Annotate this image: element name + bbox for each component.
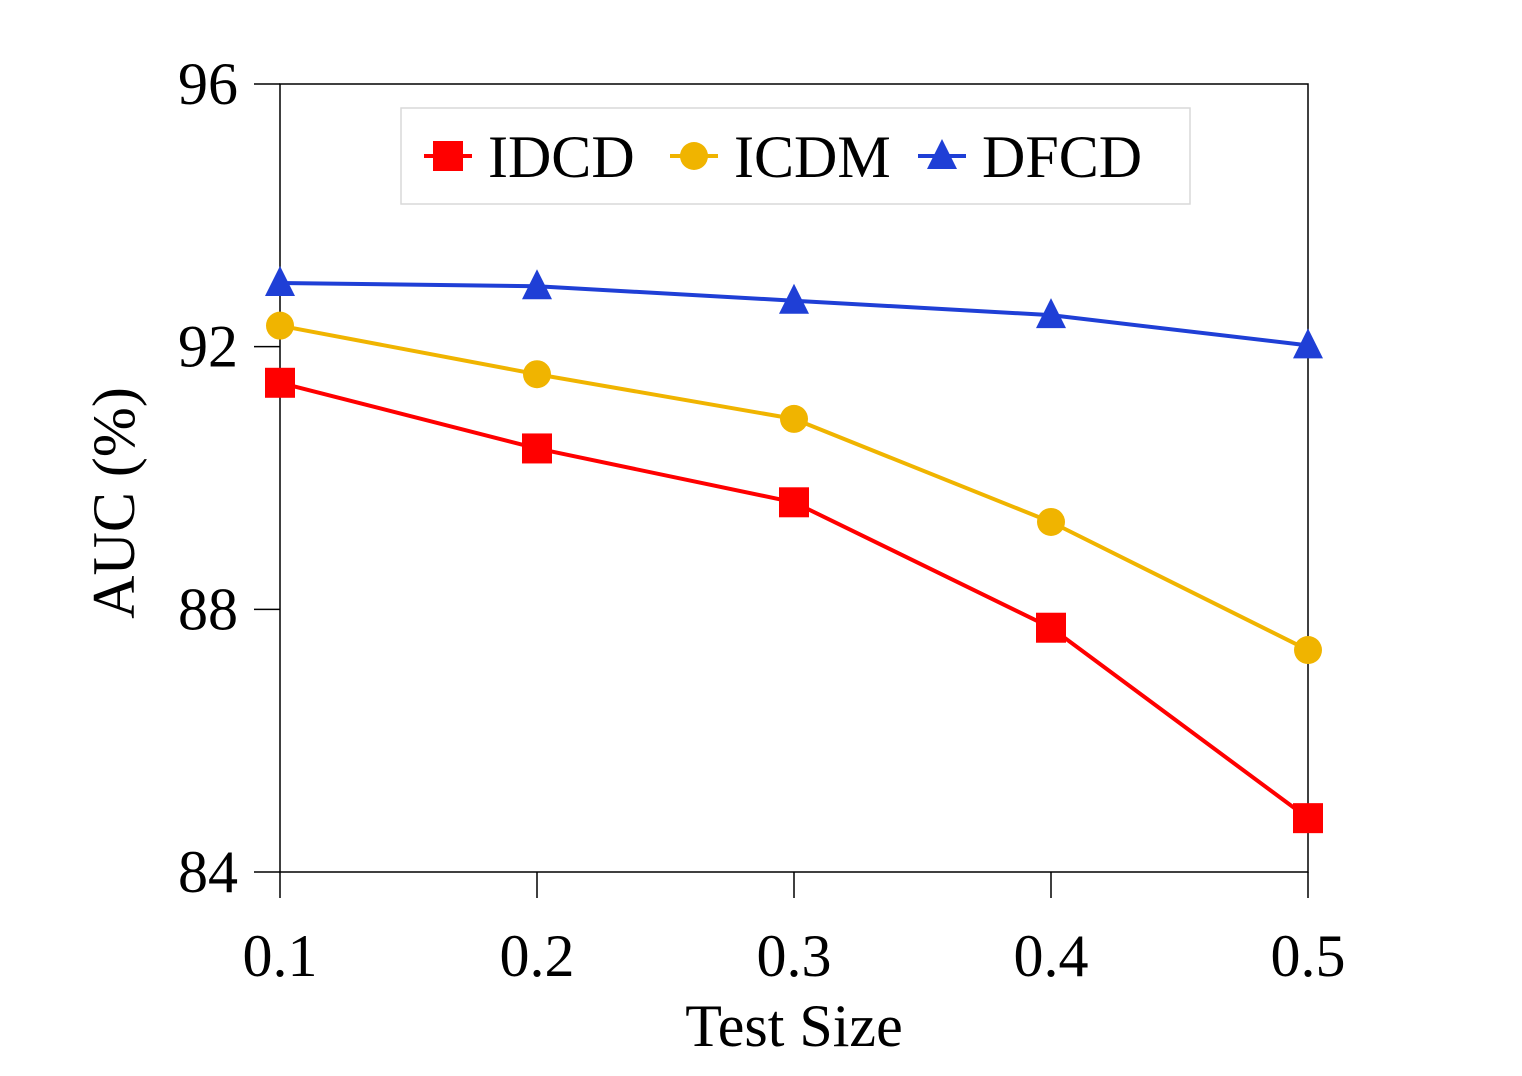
legend-label: IDCD [488,124,635,190]
legend-marker [680,142,708,170]
data-point-dfcd [1036,298,1066,329]
x-tick-label: 0.5 [1271,923,1346,989]
x-axis: 0.1 0.2 0.3 0.4 0.5 [243,872,1346,989]
data-point-dfcd [1293,328,1323,359]
data-point-dfcd [265,265,295,296]
x-axis-title: Test Size [685,993,902,1059]
y-tick-label: 88 [178,576,238,642]
legend-box [400,107,1191,205]
data-point-dfcd [522,269,552,300]
series-dfcd [265,265,1323,359]
legend-label: ICDM [734,124,891,190]
y-tick-label: 96 [178,51,238,117]
legend-item-idcd: IDCD [424,124,635,190]
series-icdm [266,311,1322,665]
legend-label: DFCD [982,124,1142,190]
x-tick-label: 0.3 [757,923,832,989]
data-point-icdm [780,404,808,433]
legend-item-icdm: ICDM [670,124,891,190]
x-tick-label: 0.2 [500,923,575,989]
series-layer [265,265,1323,834]
data-point-icdm [1037,507,1065,536]
y-tick-label: 84 [178,839,238,905]
legend: IDCD ICDM DFCD [400,107,1191,205]
data-point-dfcd [779,283,809,314]
data-point-idcd [779,487,809,518]
legend-marker [927,139,957,169]
legend-marker [433,141,463,171]
data-point-idcd [1036,612,1066,643]
data-point-icdm [1294,636,1322,665]
legend-item-dfcd: DFCD [918,124,1142,190]
data-point-icdm [266,311,294,340]
y-axis: 84 88 92 96 [178,51,280,905]
x-tick-label: 0.4 [1014,923,1089,989]
data-point-idcd [1293,803,1323,834]
data-point-idcd [265,367,295,398]
series-idcd [265,367,1323,834]
y-tick-label: 92 [178,314,238,380]
data-point-idcd [522,433,552,464]
data-point-icdm [523,360,551,389]
x-tick-label: 0.1 [243,923,318,989]
series-line-idcd [279,380,1310,820]
y-axis-title: AUC (%) [81,387,147,619]
